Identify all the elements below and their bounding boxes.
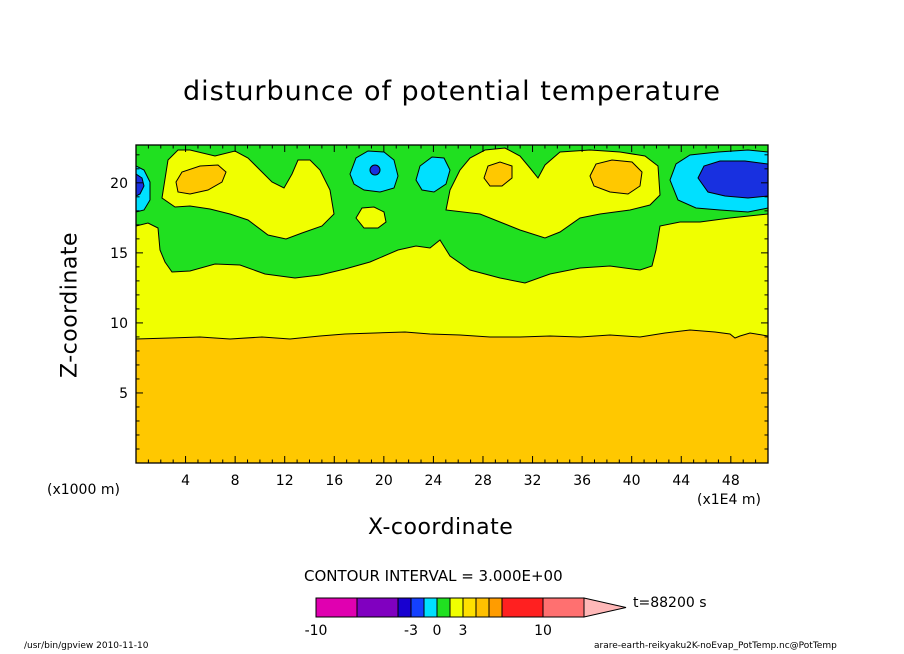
colorbar-bin [397, 597, 412, 618]
colorbar-label: 3 [459, 623, 468, 639]
x-scale-label: (x1E4 m) [697, 492, 761, 508]
colorbar-label: 0 [433, 623, 442, 639]
footer-right: arare-earth-reikyaku2K-noEvap_PotTemp.nc… [594, 641, 837, 651]
colorbar-arrow [583, 597, 627, 618]
lower-layer [136, 329, 768, 463]
warm-core-mid [483, 161, 513, 187]
colorbar-bin [475, 597, 490, 618]
x-tick-label: 44 [672, 473, 690, 489]
x-tick-label: 4 [181, 473, 190, 489]
colorbar-bin [501, 597, 544, 618]
x-axis-label: X-coordinate [368, 515, 514, 540]
colorbar-bin [462, 597, 477, 618]
y-tick-label: 20 [110, 176, 128, 192]
colorbar-bin [449, 597, 464, 618]
colorbar-bin [436, 597, 451, 618]
colorbar-label: -3 [404, 623, 418, 639]
x-tick-label: 40 [623, 473, 641, 489]
x-tick-label: 28 [474, 473, 492, 489]
contour-field [136, 145, 768, 463]
time-label: t=88200 s [633, 595, 707, 611]
cold-core-edge [136, 173, 145, 197]
colorbar-label: -10 [305, 623, 328, 639]
cold-core-3 [697, 160, 768, 199]
warm-core-left [175, 164, 227, 195]
footer-left: /usr/bin/gpview 2010-11-10 [24, 641, 149, 651]
colorbar-bin [356, 597, 399, 618]
colorbar-bin [542, 597, 585, 618]
colorbar-bin [315, 597, 358, 618]
x-tick-label: 36 [573, 473, 591, 489]
y-tick-label: 5 [119, 386, 128, 402]
x-tick-label: 12 [276, 473, 294, 489]
x-tick-label: 32 [524, 473, 542, 489]
x-tick-label: 20 [375, 473, 393, 489]
y-tick-label: 10 [110, 316, 128, 332]
warm-core-right [589, 159, 643, 195]
y-tick-label: 15 [110, 246, 128, 262]
colorbar: -10 -3 0 3 10 [305, 597, 627, 639]
colorbar-label: 10 [534, 623, 552, 639]
colorbar-bin [488, 597, 503, 618]
x-tick-label: 16 [325, 473, 343, 489]
cool-cell-2 [415, 156, 451, 193]
y-axis-label: Z-coordinate [57, 232, 83, 378]
chart-title: disturbunce of potential temperature [183, 76, 721, 107]
cold-core-1 [369, 164, 381, 176]
colorbar-bin [423, 597, 438, 618]
x-tick-label: 48 [722, 473, 740, 489]
contour-interval-label: CONTOUR INTERVAL = 3.000E+00 [304, 567, 563, 585]
small-warm-cell [355, 206, 387, 229]
colorbar-bin [410, 597, 425, 618]
x-tick-label: 8 [231, 473, 240, 489]
plot-frame [135, 144, 769, 464]
x-unit-label: (x1000 m) [47, 482, 120, 498]
x-tick-label: 24 [424, 473, 442, 489]
